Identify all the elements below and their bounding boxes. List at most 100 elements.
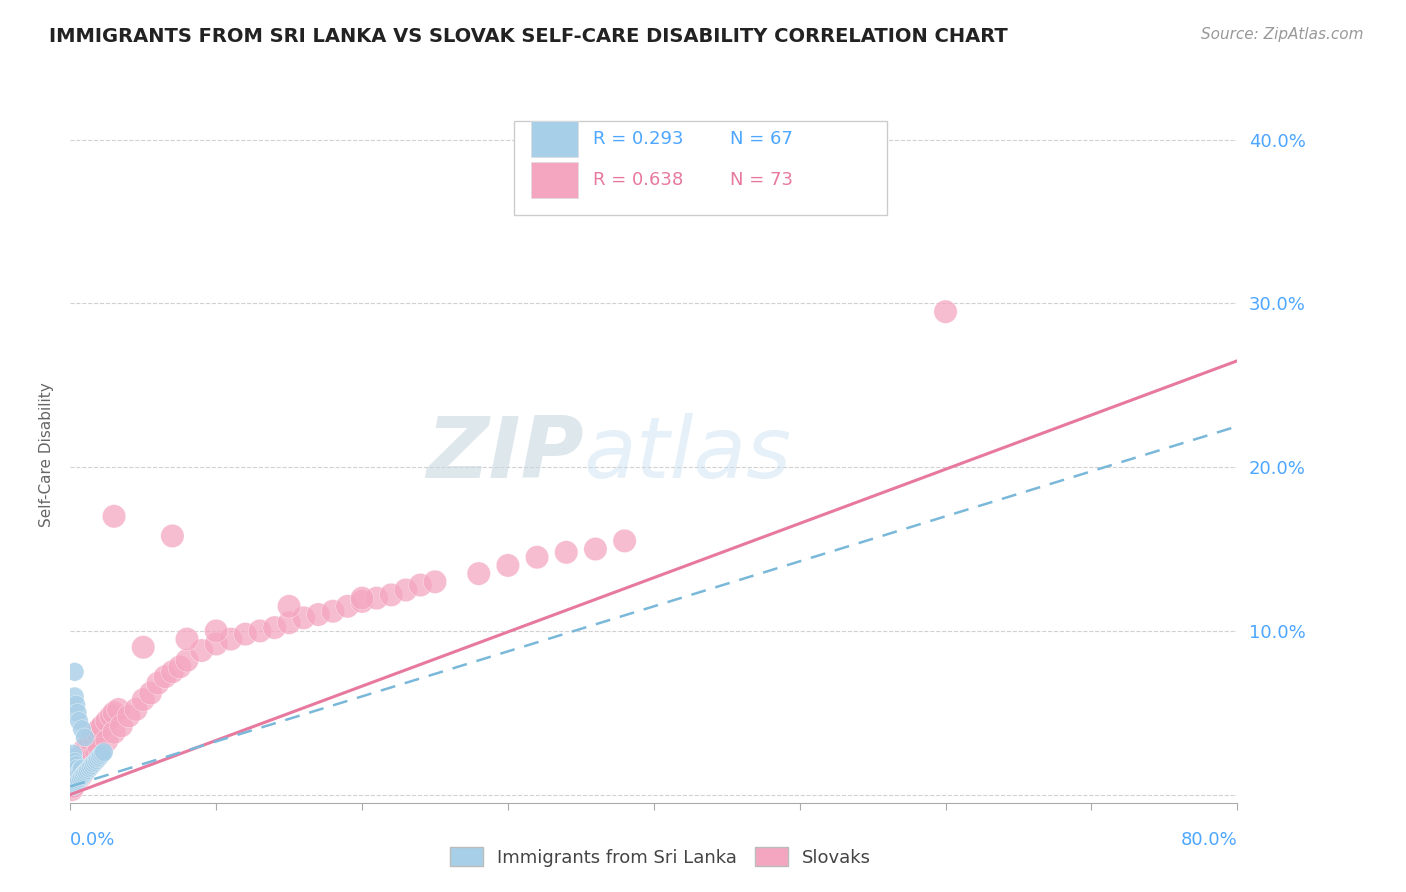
Ellipse shape	[62, 764, 82, 782]
Ellipse shape	[67, 766, 91, 790]
Ellipse shape	[77, 763, 96, 781]
Ellipse shape	[62, 775, 82, 794]
Ellipse shape	[67, 756, 86, 774]
Ellipse shape	[366, 587, 388, 610]
Ellipse shape	[72, 769, 90, 788]
Ellipse shape	[613, 529, 637, 552]
Ellipse shape	[63, 747, 83, 766]
Ellipse shape	[96, 709, 118, 732]
Ellipse shape	[190, 639, 214, 662]
Ellipse shape	[69, 704, 87, 723]
Ellipse shape	[67, 774, 86, 792]
Ellipse shape	[394, 578, 418, 601]
Ellipse shape	[934, 300, 957, 323]
Ellipse shape	[62, 757, 82, 776]
Ellipse shape	[103, 721, 125, 744]
Ellipse shape	[219, 627, 242, 651]
Ellipse shape	[62, 765, 82, 784]
Ellipse shape	[277, 595, 301, 618]
Ellipse shape	[65, 769, 84, 788]
Ellipse shape	[132, 636, 155, 659]
Ellipse shape	[87, 751, 105, 770]
Ellipse shape	[72, 761, 90, 780]
Ellipse shape	[65, 759, 84, 778]
FancyBboxPatch shape	[513, 121, 887, 215]
Ellipse shape	[249, 619, 271, 642]
Ellipse shape	[82, 757, 100, 776]
Ellipse shape	[233, 623, 257, 646]
Ellipse shape	[62, 759, 82, 778]
Ellipse shape	[63, 761, 83, 780]
Ellipse shape	[65, 764, 87, 787]
Ellipse shape	[103, 701, 125, 724]
Ellipse shape	[70, 712, 89, 731]
Text: N = 67: N = 67	[730, 130, 793, 148]
Ellipse shape	[91, 714, 114, 738]
Ellipse shape	[65, 687, 84, 706]
Ellipse shape	[62, 775, 84, 798]
Y-axis label: Self-Care Disability: Self-Care Disability	[38, 383, 53, 527]
Ellipse shape	[93, 744, 111, 763]
Ellipse shape	[60, 775, 83, 798]
Ellipse shape	[62, 761, 82, 780]
Ellipse shape	[350, 587, 374, 610]
Ellipse shape	[84, 721, 108, 744]
Ellipse shape	[63, 744, 83, 763]
Ellipse shape	[62, 769, 82, 788]
Ellipse shape	[72, 742, 96, 765]
Ellipse shape	[124, 698, 148, 721]
Ellipse shape	[380, 583, 404, 607]
Ellipse shape	[87, 717, 111, 740]
Ellipse shape	[60, 778, 83, 801]
Ellipse shape	[73, 758, 97, 781]
Ellipse shape	[70, 747, 94, 771]
Ellipse shape	[139, 681, 162, 705]
Text: atlas: atlas	[583, 413, 792, 497]
Ellipse shape	[79, 761, 97, 780]
Ellipse shape	[62, 772, 82, 791]
Ellipse shape	[91, 746, 110, 764]
Ellipse shape	[70, 771, 89, 789]
Ellipse shape	[62, 771, 82, 789]
Ellipse shape	[65, 772, 84, 791]
Ellipse shape	[350, 590, 374, 613]
Ellipse shape	[67, 763, 86, 781]
Legend: Immigrants from Sri Lanka, Slovaks: Immigrants from Sri Lanka, Slovaks	[443, 840, 879, 874]
Ellipse shape	[94, 743, 114, 762]
Ellipse shape	[204, 632, 228, 656]
Ellipse shape	[160, 660, 184, 683]
Ellipse shape	[73, 759, 91, 778]
Ellipse shape	[76, 734, 100, 757]
Text: 80.0%: 80.0%	[1181, 830, 1237, 848]
Ellipse shape	[76, 728, 94, 747]
FancyBboxPatch shape	[531, 121, 578, 157]
Ellipse shape	[80, 759, 98, 778]
Ellipse shape	[110, 714, 134, 738]
Ellipse shape	[69, 772, 87, 791]
Ellipse shape	[63, 751, 83, 770]
Ellipse shape	[321, 599, 344, 623]
Ellipse shape	[132, 688, 155, 711]
Ellipse shape	[67, 754, 91, 777]
Ellipse shape	[117, 705, 141, 728]
Ellipse shape	[467, 562, 491, 585]
Ellipse shape	[62, 774, 82, 792]
Text: N = 73: N = 73	[730, 171, 793, 189]
Ellipse shape	[73, 737, 97, 761]
Ellipse shape	[67, 695, 86, 714]
Ellipse shape	[583, 537, 607, 561]
Text: Source: ZipAtlas.com: Source: ZipAtlas.com	[1201, 27, 1364, 42]
Ellipse shape	[96, 729, 118, 752]
Ellipse shape	[82, 726, 105, 749]
Ellipse shape	[277, 611, 301, 634]
Text: IMMIGRANTS FROM SRI LANKA VS SLOVAK SELF-CARE DISABILITY CORRELATION CHART: IMMIGRANTS FROM SRI LANKA VS SLOVAK SELF…	[49, 27, 1008, 45]
Ellipse shape	[90, 747, 108, 766]
Ellipse shape	[69, 765, 87, 784]
Ellipse shape	[554, 541, 578, 564]
Ellipse shape	[107, 698, 131, 721]
Ellipse shape	[62, 763, 82, 781]
Ellipse shape	[76, 754, 100, 777]
Ellipse shape	[62, 756, 82, 774]
Ellipse shape	[65, 775, 84, 794]
Ellipse shape	[423, 570, 447, 593]
